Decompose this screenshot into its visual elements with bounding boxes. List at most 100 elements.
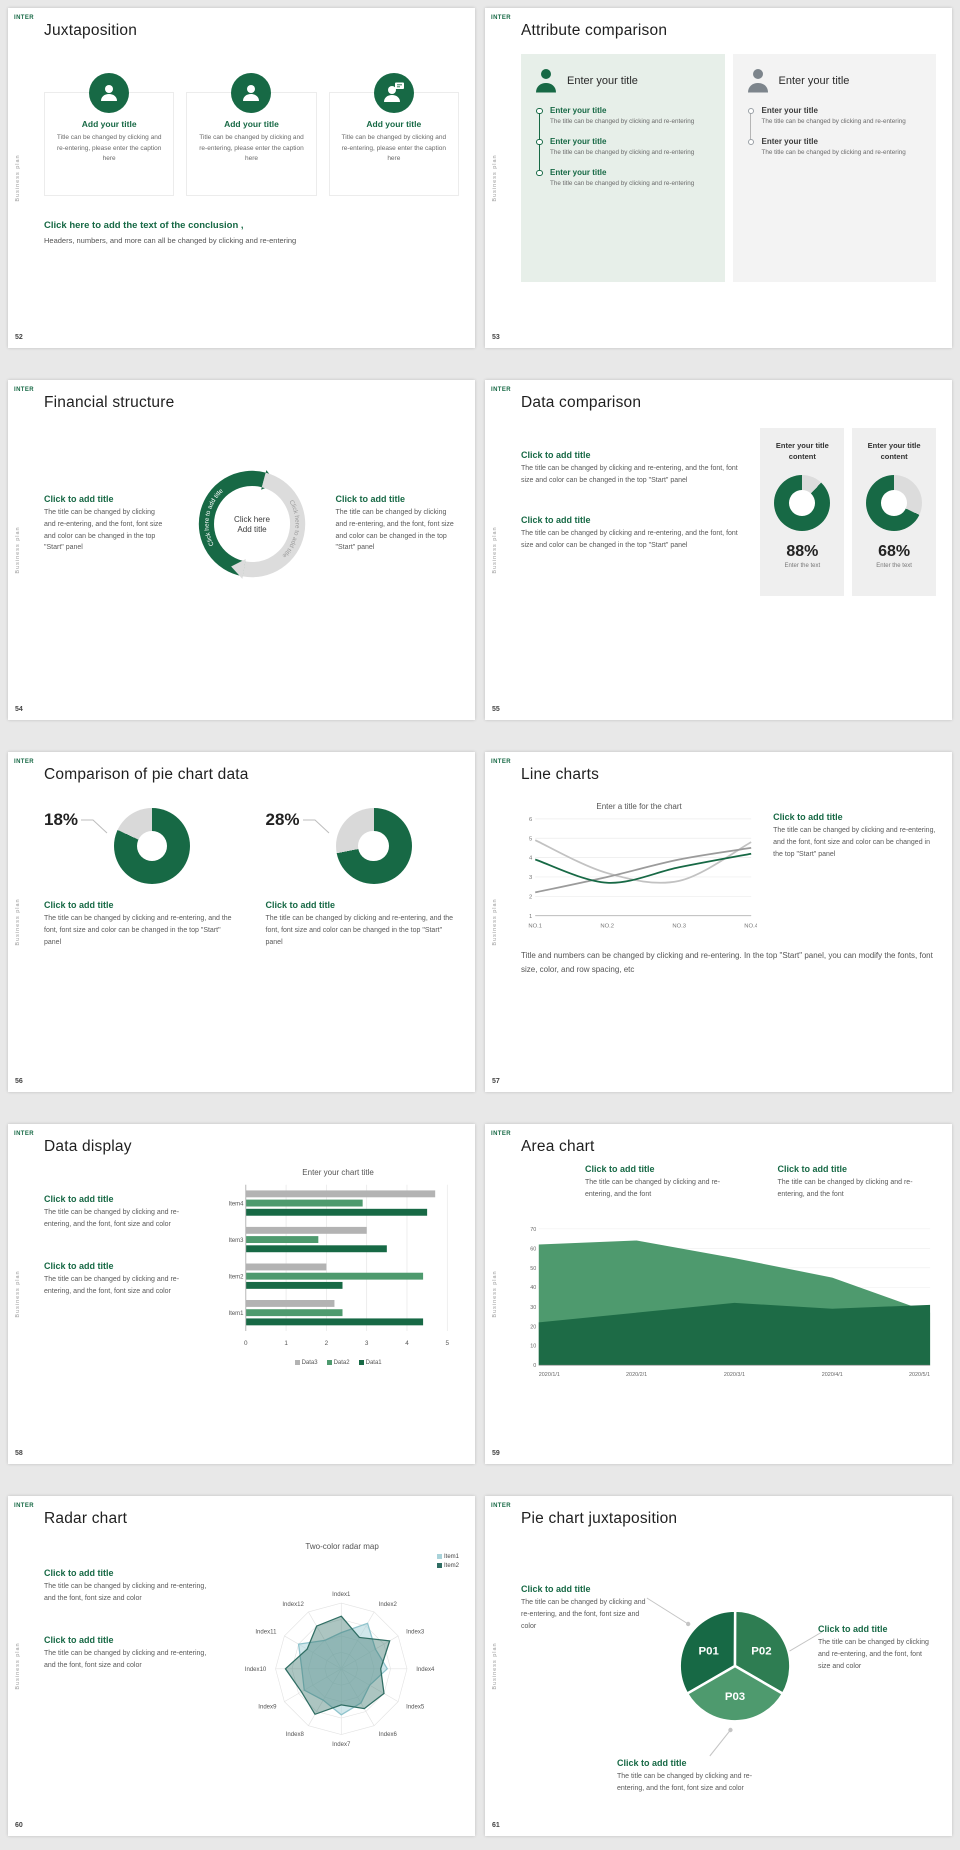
svg-text:Index5: Index5 — [406, 1704, 425, 1710]
text-block: Click to add title The title can be chan… — [521, 1584, 653, 1633]
svg-text:Index8: Index8 — [286, 1732, 305, 1738]
pie-juxtaposition-stage: P01 P02 P03 Click to add title The title c… — [521, 1532, 936, 1816]
block-body: The title can be changed by clicking and… — [44, 915, 232, 946]
svg-text:2: 2 — [529, 894, 532, 900]
slide-59-area-chart[interactable]: INTER Business plan 59 Area chart Click … — [485, 1124, 952, 1464]
block-body: The title can be changed by clicking and… — [521, 529, 738, 549]
leader-line — [81, 819, 108, 834]
donut-chart — [866, 474, 923, 531]
text-blocks: Click to add title The title can be chan… — [44, 1542, 217, 1777]
block-heading: Click to add title — [777, 1164, 848, 1174]
slide-content: Pie chart juxtaposition P01 P02 P03 Click … — [521, 1510, 936, 1824]
slide-title: Financial structure — [44, 394, 175, 411]
timeline-item-caption: The title can be changed by clicking and… — [550, 149, 695, 157]
svg-text:Item3: Item3 — [229, 1238, 245, 1244]
pie-chart: P01 P02 P03 — [673, 1604, 797, 1728]
block-heading: Click to add title — [44, 900, 114, 910]
svg-text:2020/5/1: 2020/5/1 — [909, 1372, 930, 1378]
card-heading: Enter your title content — [867, 441, 921, 461]
side-label: Business plan — [492, 1270, 498, 1318]
page-number: 60 — [15, 1822, 23, 1829]
slide-content: Radar chart Click to add title The title… — [44, 1510, 459, 1824]
slide-content: Attribute comparison Enter your title En… — [521, 22, 936, 336]
text-block: Click to add title The title can be chan… — [617, 1758, 779, 1795]
circle-center-line2: Add title — [237, 525, 267, 534]
inter-logo: INTER — [491, 1503, 511, 1509]
comparison-panel-right: Enter your title Enter your title The ti… — [732, 54, 936, 282]
timeline-item-heading: Enter your title — [761, 137, 818, 147]
feature-card: Add your title Title can be changed by c… — [44, 73, 175, 196]
inter-logo: INTER — [491, 1131, 511, 1137]
percent-label: 28% — [265, 810, 300, 829]
svg-text:P01: P01 — [698, 1646, 719, 1658]
slide-52-juxtaposition[interactable]: INTER Business plan 52 Juxtaposition Add… — [8, 8, 475, 348]
slide-55-data-comparison[interactable]: INTER Business plan 55 Data comparison C… — [485, 380, 952, 720]
block-body: The title can be changed by clicking and… — [521, 465, 738, 484]
page-number: 52 — [15, 334, 23, 341]
block-heading: Click to add title — [335, 493, 406, 504]
comparison-panels: Enter your title Enter your title The ti… — [521, 54, 936, 282]
slide-title: Pie chart juxtaposition — [521, 1510, 678, 1527]
bar-chart: 0 1 2 3 4 5 Item1 Item2 Item3 Item4 Data3 Data2 Data… — [217, 1179, 459, 1366]
text-block: Click to add title The title can be chan… — [585, 1164, 744, 1201]
svg-text:Index10: Index10 — [245, 1667, 267, 1673]
timeline-item-caption: The title can be changed by clicking and… — [550, 180, 695, 188]
svg-text:4: 4 — [529, 856, 533, 862]
line-chart: 1 2 3 4 5 6 NO.1 NO.2 NO.3 NO.4 — [521, 813, 758, 931]
svg-text:Index6: Index6 — [379, 1732, 398, 1738]
inter-logo: INTER — [14, 1131, 34, 1137]
svg-text:40: 40 — [530, 1285, 536, 1291]
block-body: The title can be changed by clicking and… — [773, 827, 936, 858]
text-block: Click to add title The title can be chan… — [773, 802, 936, 931]
timeline-item-caption: The title can be changed by clicking and… — [761, 118, 906, 125]
timeline-item: Enter your title The title can be change… — [536, 137, 712, 158]
chart-title: Enter your chart title — [302, 1168, 374, 1177]
svg-text:Index12: Index12 — [283, 1602, 305, 1608]
svg-text:2020/3/1: 2020/3/1 — [724, 1372, 745, 1378]
percent-label: 18% — [44, 810, 79, 829]
text-block: Click to add title The title can be chan… — [44, 1568, 217, 1605]
slide-sidebar: INTER Business plan 57 — [485, 752, 513, 1092]
slide-57-line-charts[interactable]: INTER Business plan 57 Line charts Enter… — [485, 752, 952, 1092]
radar-chart: Index1 Index2 Index3 Index4 Index5 Index6 Inde… — [244, 1554, 459, 1749]
card-caption: Enter the text — [876, 562, 912, 569]
slide-58-data-display[interactable]: INTER Business plan 58 Data display Clic… — [8, 1124, 475, 1464]
svg-text:10: 10 — [530, 1344, 536, 1350]
card-heading: Add your title — [81, 119, 137, 129]
page-number: 58 — [15, 1450, 23, 1457]
svg-text:2: 2 — [325, 1340, 329, 1347]
slide-content: Area chart Click to add title The title … — [521, 1138, 936, 1452]
block-heading: Click to add title — [521, 1584, 591, 1594]
block-heading: Click to add title — [265, 900, 336, 910]
text-block: Click to add title The title can be chan… — [818, 1624, 936, 1673]
inter-logo: INTER — [491, 387, 511, 393]
svg-text:NO.4: NO.4 — [744, 923, 757, 929]
side-label: Business plan — [492, 898, 498, 946]
inter-logo: INTER — [14, 1503, 34, 1509]
slide-54-financial-structure[interactable]: INTER Business plan 54 Financial structu… — [8, 380, 475, 720]
slide-53-attribute-comparison[interactable]: INTER Business plan 53 Attribute compari… — [485, 8, 952, 348]
donut-chart — [114, 808, 191, 884]
svg-text:P02: P02 — [751, 1646, 771, 1658]
slide-title: Radar chart — [44, 1510, 128, 1527]
slide-sidebar: INTER Business plan 58 — [8, 1124, 36, 1464]
svg-text:NO.3: NO.3 — [672, 923, 686, 929]
slide-content: Comparison of pie chart data 18% Click t… — [44, 766, 459, 1080]
svg-text:Index4: Index4 — [416, 1667, 435, 1673]
svg-text:70: 70 — [530, 1227, 536, 1233]
text-block: Click to add title The title can be chan… — [778, 1164, 937, 1201]
percent-value: 88% — [786, 542, 819, 560]
comparison-panel-left: Enter your title Enter your title The ti… — [521, 54, 725, 282]
slide-sidebar: INTER Business plan 56 — [8, 752, 36, 1092]
slide-61-pie-juxtaposition[interactable]: INTER Business plan 61 Pie chart juxtapo… — [485, 1496, 952, 1836]
timeline: Enter your title The title can be change… — [536, 106, 712, 189]
svg-text:0: 0 — [244, 1340, 248, 1347]
block-body: The title can be changed by clicking and… — [777, 1179, 913, 1198]
block-body: The title can be changed by clicking and… — [335, 508, 454, 552]
svg-text:Index1: Index1 — [332, 1592, 351, 1598]
slide-60-radar-chart[interactable]: INTER Business plan 60 Radar chart Click… — [8, 1496, 475, 1836]
card-caption: Title can be changed by clicking and re-… — [199, 134, 304, 163]
card-caption: Enter the text — [784, 562, 821, 569]
slide-56-pie-comparison[interactable]: INTER Business plan 56 Comparison of pie… — [8, 752, 475, 1092]
